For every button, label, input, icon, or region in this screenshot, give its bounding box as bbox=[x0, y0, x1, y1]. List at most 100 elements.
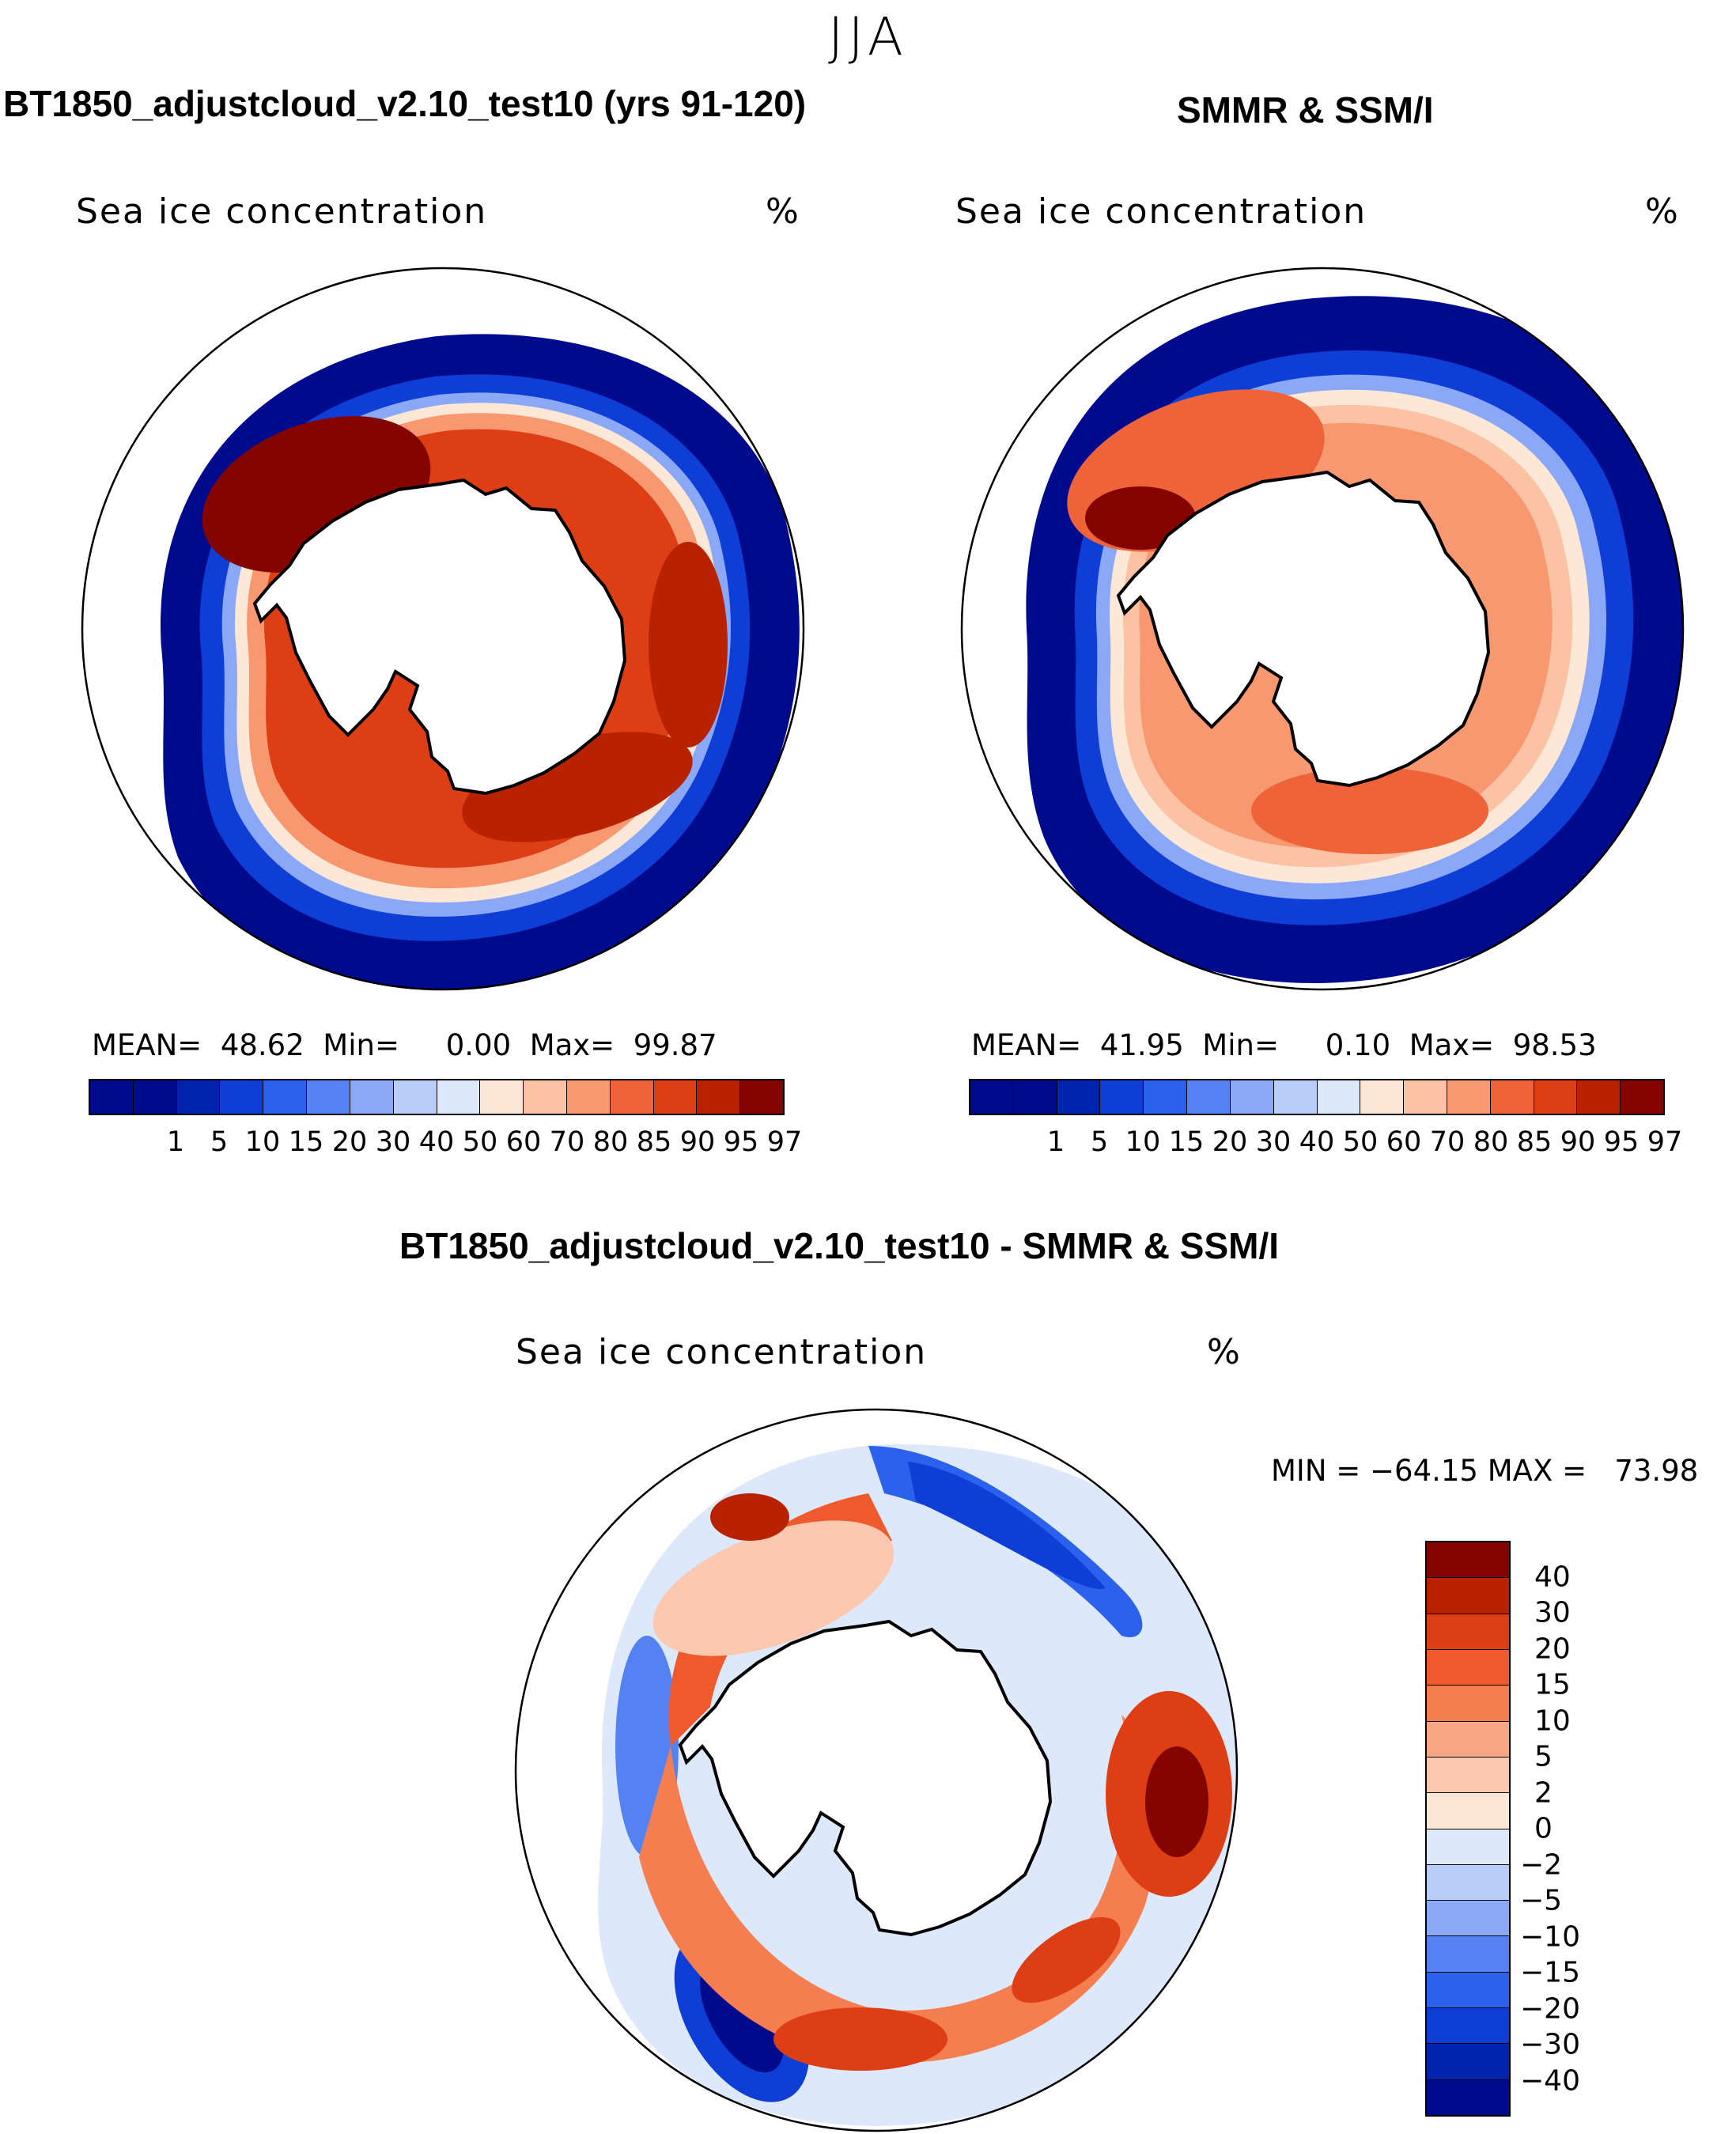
panel1-colorbar-ticks: 1 5 10 15 20 30 40 50 60 70 80 85 90 95 97 bbox=[89, 1126, 802, 1158]
colorbar-tick-label: 50 bbox=[1342, 1126, 1379, 1158]
colorbar-segment bbox=[220, 1080, 264, 1114]
colorbar-segment bbox=[1187, 1080, 1231, 1114]
panel2-min: 0.10 bbox=[1325, 1028, 1391, 1062]
panel2-polar-map bbox=[960, 267, 1685, 991]
colorbar-segment bbox=[263, 1080, 308, 1114]
colorbar-segment bbox=[1427, 1829, 1509, 1865]
panel3-colorbar bbox=[1425, 1541, 1511, 2117]
panel2-subtitle: Sea ice concentration bbox=[955, 191, 1367, 232]
colorbar-segment bbox=[393, 1080, 437, 1114]
colorbar-tick-label: 10 bbox=[1125, 1126, 1161, 1158]
panel3-colorbar-ticks: 40 30 20 15 10 5 2 0 −2 −5 −10 −15 −20 −30 −40 bbox=[1520, 1541, 1688, 2113]
colorbar-segment bbox=[1427, 1614, 1509, 1650]
colorbar-segment bbox=[1577, 1080, 1621, 1114]
colorbar-tick-label: 5 bbox=[1534, 1740, 1553, 1773]
colorbar-segment bbox=[524, 1080, 567, 1114]
panel1-max: 99.87 bbox=[633, 1028, 717, 1062]
panel1-mean: 48.62 bbox=[220, 1028, 304, 1062]
colorbar-segment bbox=[566, 1080, 611, 1114]
colorbar-tick-label: 50 bbox=[462, 1126, 498, 1158]
colorbar-segment bbox=[1490, 1080, 1534, 1114]
colorbar-tick-label: 70 bbox=[1429, 1126, 1466, 1158]
colorbar-segment bbox=[1427, 1721, 1509, 1758]
colorbar-segment bbox=[1404, 1080, 1447, 1114]
colorbar-tick-label: 15 bbox=[1534, 1668, 1571, 1701]
colorbar-segment bbox=[1427, 1864, 1509, 1901]
panel3-title: BT1850_adjustcloud_v2.10_test10 - SMMR &… bbox=[399, 1225, 1280, 1266]
colorbar-tick-label: −15 bbox=[1520, 1956, 1580, 1989]
colorbar-tick-label: 20 bbox=[1534, 1633, 1571, 1665]
colorbar-tick-label: 97 bbox=[1647, 1126, 1683, 1158]
colorbar-tick-label: 1 bbox=[1046, 1126, 1065, 1158]
colorbar-tick-label: 90 bbox=[1560, 1126, 1596, 1158]
colorbar-tick-label: 15 bbox=[288, 1126, 324, 1158]
colorbar-tick-label: 85 bbox=[1516, 1126, 1553, 1158]
colorbar-tick-label: 10 bbox=[1534, 1705, 1571, 1737]
colorbar-segment bbox=[90, 1080, 134, 1114]
colorbar-tick-label: 80 bbox=[1473, 1126, 1509, 1158]
panel2-units: % bbox=[1645, 191, 1680, 232]
panel3-polar-map bbox=[514, 1408, 1239, 2132]
colorbar-tick-label: 5 bbox=[210, 1126, 229, 1158]
colorbar-tick-label: 97 bbox=[766, 1126, 803, 1158]
colorbar-tick-label: 20 bbox=[331, 1126, 368, 1158]
panel2-mean: 41.95 bbox=[1099, 1028, 1184, 1062]
panel3-minmax: MIN = −64.15 MAX = 73.98 bbox=[1271, 1454, 1699, 1488]
colorbar-segment bbox=[1621, 1080, 1663, 1114]
colorbar-tick-label: 20 bbox=[1212, 1126, 1248, 1158]
colorbar-segment bbox=[176, 1080, 221, 1114]
colorbar-segment bbox=[1427, 2079, 1509, 2115]
colorbar-tick-label: 60 bbox=[1386, 1126, 1422, 1158]
colorbar-tick-label: 30 bbox=[1534, 1596, 1571, 1629]
panel1-title: BT1850_adjustcloud_v2.10_test10 (yrs 91-… bbox=[3, 83, 807, 124]
colorbar-tick-label: 95 bbox=[1603, 1126, 1640, 1158]
panel1-min: 0.00 bbox=[445, 1028, 512, 1062]
colorbar-tick-label: 30 bbox=[1255, 1126, 1292, 1158]
colorbar-tick-label: −40 bbox=[1520, 2064, 1580, 2097]
colorbar-segment bbox=[1273, 1080, 1318, 1114]
colorbar-segment bbox=[1100, 1080, 1144, 1114]
colorbar-segment bbox=[1230, 1080, 1274, 1114]
colorbar-segment bbox=[970, 1080, 1014, 1114]
colorbar-tick-label: 40 bbox=[418, 1126, 455, 1158]
colorbar-segment bbox=[1144, 1080, 1188, 1114]
panel1-polar-map bbox=[81, 267, 805, 991]
colorbar-segment bbox=[1360, 1080, 1405, 1114]
colorbar-segment bbox=[1427, 1757, 1509, 1794]
colorbar-segment bbox=[1057, 1080, 1101, 1114]
colorbar-tick-label: −10 bbox=[1520, 1920, 1580, 1953]
colorbar-segment bbox=[350, 1080, 394, 1114]
colorbar-tick-label: 40 bbox=[1534, 1561, 1571, 1593]
colorbar-tick-label: −5 bbox=[1520, 1884, 1563, 1917]
panel1-stats: MEAN= 48.62 Min= 0.00 Max= 99.87 bbox=[92, 1028, 717, 1062]
colorbar-tick-label: −20 bbox=[1520, 1992, 1580, 2025]
colorbar-segment bbox=[1427, 1901, 1509, 1937]
colorbar-tick-label: 60 bbox=[505, 1126, 542, 1158]
panel3-subtitle: Sea ice concentration bbox=[516, 1332, 928, 1372]
colorbar-tick-label: 85 bbox=[636, 1126, 672, 1158]
panel2-map-border bbox=[960, 267, 1685, 991]
colorbar-tick-label: 90 bbox=[679, 1126, 716, 1158]
colorbar-segment bbox=[437, 1080, 481, 1114]
panel3-units: % bbox=[1207, 1332, 1242, 1372]
colorbar-tick-label: 40 bbox=[1299, 1126, 1335, 1158]
colorbar-segment bbox=[307, 1080, 350, 1114]
colorbar-segment bbox=[740, 1080, 783, 1114]
colorbar-tick-label: 80 bbox=[592, 1126, 629, 1158]
colorbar-tick-label: 1 bbox=[166, 1126, 185, 1158]
panel2-title: SMMR & SSM/I bbox=[1177, 89, 1434, 131]
colorbar-tick-label: 15 bbox=[1168, 1126, 1205, 1158]
colorbar-segment bbox=[1427, 1578, 1509, 1614]
panel1-colorbar bbox=[89, 1079, 785, 1115]
colorbar-segment bbox=[1427, 1972, 1509, 2009]
colorbar-segment bbox=[697, 1080, 741, 1114]
panel2-stats: MEAN= 41.95 Min= 0.10 Max= 98.53 bbox=[971, 1028, 1597, 1062]
colorbar-tick-label: 0 bbox=[1534, 1812, 1553, 1845]
colorbar-segment bbox=[1427, 1686, 1509, 1722]
colorbar-segment bbox=[610, 1080, 654, 1114]
colorbar-segment bbox=[1447, 1080, 1491, 1114]
colorbar-tick-label: 70 bbox=[549, 1126, 585, 1158]
colorbar-tick-label: −2 bbox=[1520, 1848, 1563, 1881]
colorbar-segment bbox=[1427, 2044, 1509, 2080]
colorbar-segment bbox=[1534, 1080, 1578, 1114]
